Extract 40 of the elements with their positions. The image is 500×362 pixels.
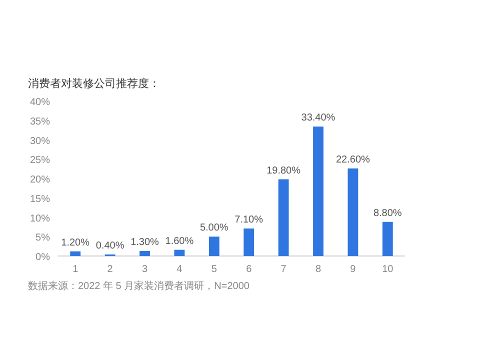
y-tick-label: 30% [30, 136, 50, 147]
bar [382, 222, 393, 256]
data-label: 8.80% [373, 208, 402, 219]
data-label: 5.00% [200, 222, 228, 234]
y-tick-label: 35% [30, 116, 50, 128]
data-label: 19.80% [266, 165, 301, 176]
x-tick-label: 1 [72, 264, 79, 275]
bar [348, 168, 358, 256]
y-tick-label: 40% [30, 97, 50, 108]
bar [70, 251, 81, 256]
data-label: 33.40% [301, 112, 336, 124]
bar [313, 126, 324, 256]
x-tick-label: 9 [350, 264, 356, 275]
x-tick-label: 10 [382, 264, 394, 275]
bar [278, 179, 289, 256]
bar [140, 250, 150, 256]
data-label: 0.40% [96, 240, 124, 252]
y-tick-label: 25% [30, 155, 50, 166]
data-label: 1.30% [130, 236, 160, 248]
x-tick-label: 7 [280, 264, 287, 275]
bar [244, 228, 254, 256]
data-label: 22.60% [336, 154, 370, 166]
x-tick-label: 8 [315, 264, 322, 275]
data-label: 7.10% [234, 214, 264, 226]
data-label: 1.60% [165, 236, 194, 247]
x-tick-label: 3 [142, 264, 148, 275]
x-tick-label: 4 [176, 264, 183, 275]
x-tick-label: 2 [107, 264, 114, 275]
y-tick-label: 15% [30, 194, 50, 205]
x-tick-label: 6 [246, 264, 252, 275]
y-tick-label: 5% [36, 232, 50, 244]
y-tick-label: 20% [30, 174, 50, 186]
chart-title: 消费者对装修公司推荐度： [28, 77, 160, 90]
bar [208, 236, 220, 256]
source-note: 数据来源：2022 年 5 月家装消费者调研，N=2000 [28, 280, 250, 292]
data-label: 1.20% [61, 237, 90, 248]
x-tick-label: 5 [211, 264, 218, 275]
bar [174, 250, 185, 256]
y-tick-label: 0% [36, 252, 50, 263]
y-tick-label: 10% [30, 213, 50, 224]
